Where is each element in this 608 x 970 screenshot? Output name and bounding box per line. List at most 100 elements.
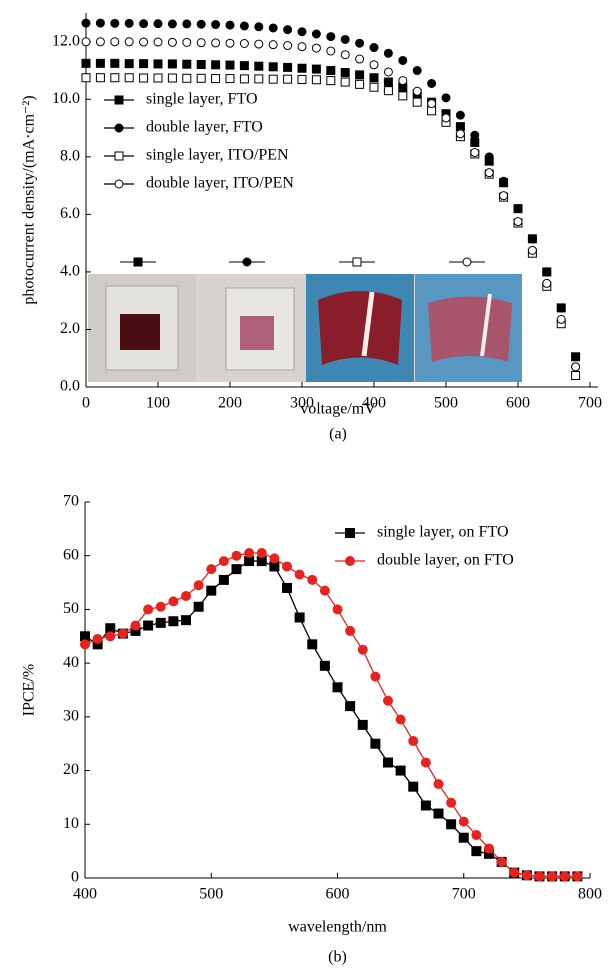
data-point [447,820,456,829]
data-point [168,60,176,68]
x-axis-label: voltage/mV [300,401,376,418]
data-point [140,20,148,28]
data-point [497,857,506,866]
data-point [183,74,191,82]
y-tick-label: 10 [63,815,79,832]
x-tick-label: 600 [326,886,350,903]
data-point [226,61,234,69]
data-point [270,554,279,563]
legend-marker [115,96,123,104]
data-point [194,602,203,611]
data-point [528,235,536,243]
x-tick-label: 100 [146,395,170,412]
data-point [514,218,522,226]
data-point [399,92,407,100]
data-point [168,20,176,28]
data-point [472,847,481,856]
data-point [111,59,119,67]
data-point [240,75,248,83]
data-point [111,38,119,46]
x-tick-label: 600 [506,395,530,412]
data-point [384,758,393,767]
data-point [269,41,277,49]
data-point [255,75,263,83]
data-point [183,20,191,28]
data-point [333,683,342,692]
data-point [356,71,364,79]
data-point [471,149,479,157]
legend-marker [134,258,142,266]
data-point [413,98,421,106]
data-point [154,60,162,68]
data-point [125,38,133,46]
data-point [240,62,248,70]
data-point [308,575,317,584]
data-point [341,35,349,43]
data-point [269,63,277,71]
data-point [197,74,205,82]
data-point [327,47,335,55]
data-point [82,19,90,27]
x-tick-label: 0 [82,395,90,412]
data-point [283,583,292,592]
data-point [255,40,263,48]
data-point [284,42,292,50]
data-point [500,192,508,200]
data-point [409,782,418,791]
data-point [140,74,148,82]
data-point [327,77,335,85]
data-point [212,21,220,29]
data-point [140,60,148,68]
data-point [535,872,544,881]
data-point [510,868,519,877]
data-point [219,557,228,566]
data-point [370,74,378,82]
data-point [548,872,557,881]
data-point [312,44,320,52]
data-point [459,833,468,842]
data-point [514,205,522,213]
x-tick-label: 500 [199,886,223,903]
data-point [111,74,119,82]
x-tick-label: 700 [578,395,602,412]
data-point [232,551,241,560]
data-point [168,38,176,46]
data-point [557,304,565,312]
data-point [442,94,450,102]
data-point [118,629,127,638]
legend-marker [115,152,123,160]
data-point [298,28,306,36]
data-point [485,844,494,853]
data-point [96,74,104,82]
legend-marker [353,258,361,266]
data-point [245,549,254,558]
data-point [212,39,220,47]
data-point [421,801,430,810]
data-point [140,38,148,46]
x-tick-label: 200 [218,395,242,412]
data-point [356,39,364,47]
data-point [81,640,90,649]
data-point [207,586,216,595]
data-point [240,22,248,30]
data-point [370,61,378,69]
x-tick-label: 400 [73,886,97,903]
y-tick-label: 30 [63,708,79,725]
y-tick-label: 8.0 [60,148,80,165]
film [428,297,512,363]
y-tick-label: 4.0 [60,263,80,280]
y-tick-label: 2.0 [60,320,80,337]
data-point [197,60,205,68]
data-point [421,758,430,767]
data-point [207,565,216,574]
data-point [384,87,392,95]
data-point [456,111,464,119]
data-point [320,586,329,595]
data-point [82,38,90,46]
data-point [93,634,102,643]
data-point [255,23,263,31]
data-point [409,737,418,746]
data-point [194,581,203,590]
legend-marker [346,529,355,538]
y-axis-label: IPCE/% [21,664,38,716]
